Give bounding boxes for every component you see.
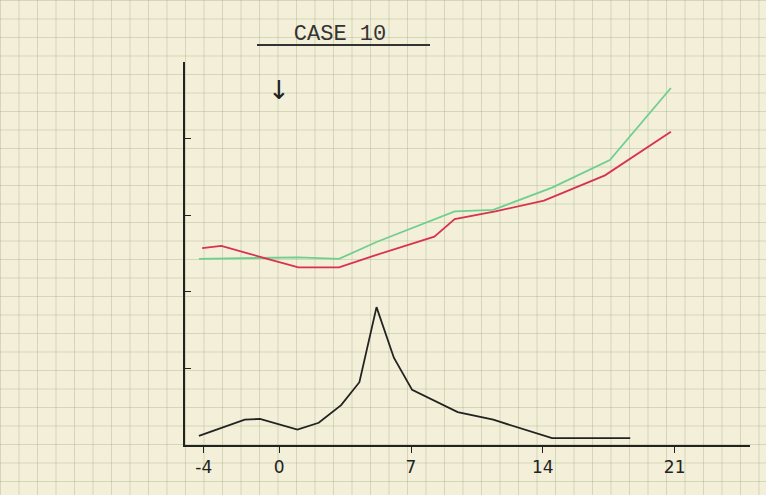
svg-text:CASE 10: CASE 10 [294,22,386,47]
svg-text:21: 21 [664,457,686,477]
svg-text:-4: -4 [195,457,212,477]
svg-text:0: 0 [274,457,285,477]
svg-text:7: 7 [406,457,417,477]
svg-text:14: 14 [532,457,554,477]
svg-text:↓: ↓ [268,75,290,105]
